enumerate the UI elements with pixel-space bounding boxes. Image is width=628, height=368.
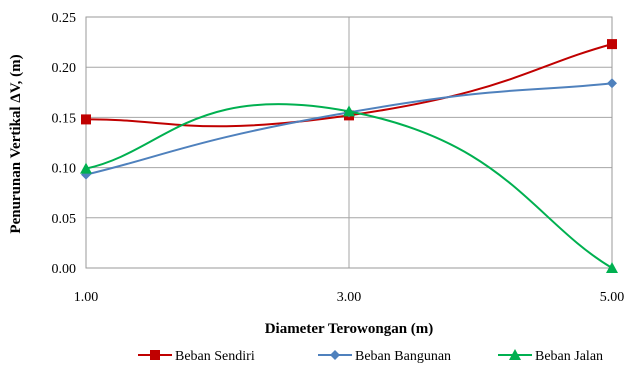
- x-axis-title: Diameter Terowongan (m): [265, 321, 434, 337]
- plot-area-frame: [85, 16, 613, 269]
- series-layer: [80, 39, 618, 273]
- legend-label-beban-jalan: Beban Jalan: [535, 349, 603, 364]
- y-tick-label: 0.05: [52, 212, 77, 227]
- y-axis-ticks: 0.00 0.05 0.10 0.15 0.20 0.25: [52, 11, 77, 277]
- y-tick-label: 0.00: [52, 262, 77, 277]
- data-point-beban-jalan: [80, 162, 92, 174]
- y-tick-label: 0.10: [52, 162, 77, 177]
- legend-marker-beban-jalan: [509, 349, 521, 360]
- legend-label-beban-sendiri: Beban Sendiri: [175, 349, 255, 364]
- x-axis-ticks: 1.00 3.00 5.00: [74, 290, 625, 305]
- data-point-beban-bangunan: [607, 78, 617, 89]
- grid-lines: [85, 16, 613, 269]
- legend-marker-beban-bangunan: [330, 350, 340, 360]
- y-tick-label: 0.15: [52, 111, 77, 126]
- legend: Beban Sendiri Beban Bangunan Beban Jalan: [138, 349, 603, 364]
- legend-marker-beban-sendiri: [150, 350, 160, 360]
- data-point-beban-sendiri: [81, 114, 91, 125]
- data-point-beban-jalan: [343, 105, 355, 117]
- x-tick-label: 3.00: [337, 290, 362, 305]
- y-tick-label: 0.20: [52, 61, 77, 76]
- data-point-beban-sendiri: [607, 39, 617, 50]
- data-point-beban-jalan: [606, 262, 618, 273]
- x-tick-label: 1.00: [74, 290, 99, 305]
- y-tick-label: 0.25: [52, 11, 77, 26]
- x-tick-label: 5.00: [600, 290, 625, 305]
- legend-label-beban-bangunan: Beban Bangunan: [355, 349, 451, 364]
- y-axis-title: Penurunan Vertikal ΔV, (m): [8, 54, 24, 233]
